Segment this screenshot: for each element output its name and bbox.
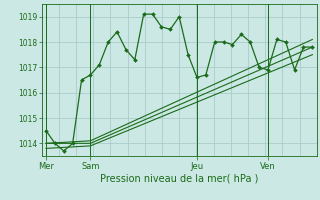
X-axis label: Pression niveau de la mer( hPa ): Pression niveau de la mer( hPa ) bbox=[100, 173, 258, 183]
